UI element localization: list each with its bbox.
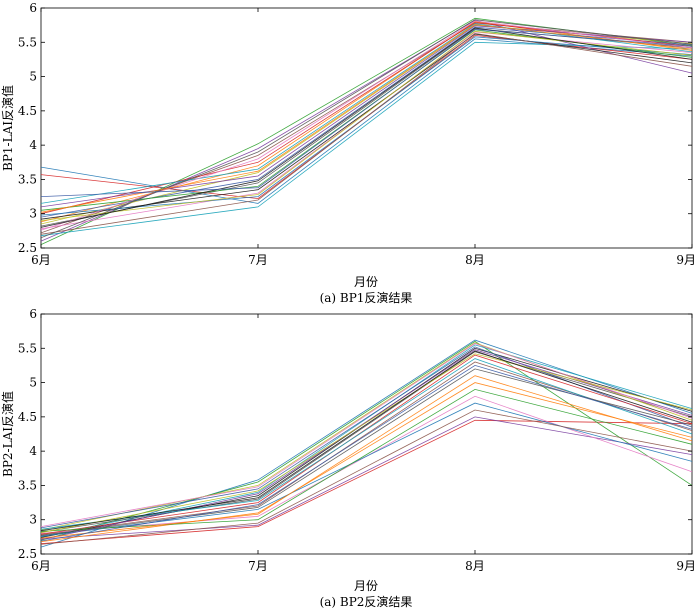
bp2-chart: 2.533.544.555.56 6月 7月 8月 9月 月份 BP2-LAI反演值 …	[0, 307, 696, 608]
bp2-y-tick-label-7: 5.5	[18, 341, 37, 355]
bp1-plot-frame	[40, 7, 693, 249]
bp1-series-line-3	[40, 17, 693, 245]
bp1-series-layer	[40, 17, 693, 245]
bp2-y-tick-label-2: 3	[29, 513, 37, 527]
bp2-series-line-24	[40, 364, 693, 542]
bp1-y-tick-label-6: 5	[29, 70, 37, 84]
bp1-series-line-17	[40, 23, 693, 204]
bp2-x-ticks: 6月 7月 8月 9月	[31, 314, 696, 573]
bp2-series-line-8	[40, 351, 693, 533]
bp2-series-line-22	[40, 375, 693, 539]
bp2-series-line-2	[40, 419, 693, 545]
bp2-series-line-17	[40, 358, 693, 530]
bp1-series-line-24	[40, 28, 693, 197]
bp1-caption: (a) BP1反演结果	[320, 290, 413, 305]
bp1-series-line-4	[40, 19, 693, 242]
bp1-y-tick-label-8: 6	[29, 1, 37, 15]
bp1-series-line-18	[40, 32, 693, 235]
bp1-x-ticks: 6月 7月 8月 9月	[31, 8, 696, 267]
bp1-x-tick-label-2: 7月	[248, 253, 268, 267]
bp2-series-line-23	[40, 350, 693, 532]
bp1-series-line-22	[40, 24, 693, 213]
bp1-series-line-20	[40, 19, 693, 239]
bp2-x-axis-title: 月份	[354, 579, 378, 593]
bp2-y-tick-label-8: 6	[29, 307, 37, 321]
bp1-y-tick-label-2: 3	[29, 207, 37, 221]
bp1-x-tick-label-1: 6月	[31, 253, 51, 267]
bp2-y-tick-label-3: 3.5	[18, 478, 37, 492]
bp2-series-line-15	[40, 388, 693, 532]
bp2-x-tick-label-4: 9月	[676, 559, 696, 573]
bp2-x-tick-label-2: 7月	[248, 559, 268, 573]
bp2-caption: (a) BP2反演结果	[320, 594, 413, 608]
bp2-series-line-10	[40, 382, 693, 543]
bp1-y-tick-label-5: 4.5	[18, 104, 37, 118]
bp1-series-line-1	[40, 38, 693, 204]
bp1-y-axis-title: BP1-LAI反演值	[0, 85, 15, 171]
bp2-series-line-4	[40, 416, 693, 540]
bp2-series-line-9	[40, 342, 693, 531]
bp1-series-line-12	[40, 26, 693, 218]
bp1-y-tick-label-7: 5.5	[18, 35, 37, 49]
bp2-series-line-3	[40, 340, 693, 541]
bp1-series-line-6	[40, 22, 693, 234]
bp2-y-tick-label-6: 5	[29, 376, 37, 390]
bp2-series-line-16	[40, 349, 693, 540]
bp2-y-tick-label-1: 2.5	[18, 547, 37, 561]
bp2-series-line-14	[40, 354, 693, 535]
bp2-x-tick-label-3: 8月	[465, 559, 485, 573]
bp1-series-line-23	[40, 27, 693, 228]
bp1-y-tick-label-3: 3.5	[18, 172, 37, 186]
bp2-series-line-19	[40, 343, 693, 527]
bp1-chart: 2.533.544.555.56 6月 7月 8月 9月 月份 BP1-LAI反演值 …	[0, 1, 696, 305]
bp2-series-line-11	[40, 347, 693, 538]
bp2-series-line-18	[40, 409, 693, 545]
bp1-series-line-11	[40, 33, 693, 220]
bp1-x-tick-label-3: 8月	[465, 253, 485, 267]
bp2-x-tick-label-1: 6月	[31, 559, 51, 573]
bp1-x-tick-label-4: 9月	[676, 253, 696, 267]
bp1-y-tick-label-1: 2.5	[18, 241, 37, 255]
bp1-y-tick-label-4: 4	[29, 138, 37, 152]
bp1-x-axis-title: 月份	[354, 275, 378, 289]
bp1-y-ticks: 2.5 3 3.5 4 4.5 5 5.5 6	[18, 1, 692, 255]
bp2-series-line-5	[40, 344, 693, 538]
bp2-series-layer	[40, 339, 693, 548]
bp2-y-tick-label-5: 4.5	[18, 410, 37, 424]
bp2-y-axis-title: BP2-LAI反演值	[0, 391, 15, 477]
bp2-series-line-7	[40, 395, 693, 534]
bp2-series-line-21	[40, 353, 693, 534]
bp2-y-ticks: 2.5 3 3.5 4 4.5 5 5.5 6	[18, 307, 692, 561]
bp2-y-tick-label-4: 4	[29, 444, 37, 458]
